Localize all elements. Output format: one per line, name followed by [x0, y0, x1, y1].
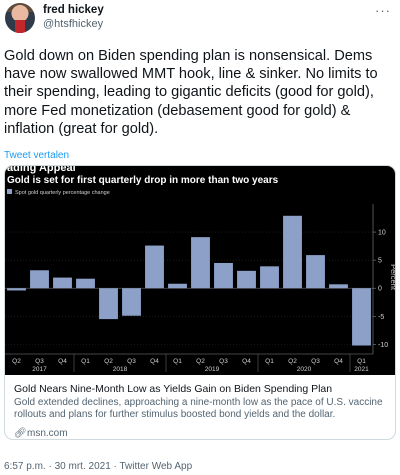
x-tick-label: Q1: [173, 358, 182, 365]
chart-bar: [283, 215, 302, 289]
meta-separator: ·: [48, 461, 52, 472]
y-tick-label: -10: [378, 342, 388, 349]
x-tick-label: Q4: [58, 358, 67, 365]
x-year-label: 2017: [32, 366, 47, 373]
chart-bar: [99, 288, 118, 320]
chart-title: Gold is set for first quarterly drop in …: [7, 175, 279, 186]
legend-label: Spot gold quarterly percentage change: [15, 190, 110, 196]
author-handle[interactable]: @htsfhickey: [43, 18, 104, 30]
tweet-source[interactable]: Twitter Web App: [119, 461, 193, 472]
x-tick-label: Q3: [35, 358, 44, 365]
x-tick-label: Q3: [219, 358, 228, 365]
chart-bar: [260, 266, 279, 289]
chart-bar: [145, 245, 164, 289]
y-tick-label: 0: [378, 286, 382, 293]
x-tick-label: Q1: [357, 358, 366, 365]
tweet-meta: 6:57 p.m. · 30 mrt. 2021 · Twitter Web A…: [4, 461, 192, 472]
x-year-label: 2018: [113, 366, 128, 373]
chart-bar: [306, 255, 325, 289]
chart-bar: [53, 277, 72, 289]
chart-bar: [168, 283, 187, 289]
chart-bar: [76, 278, 95, 289]
chart-bar: [237, 270, 256, 289]
x-tick-label: Q3: [311, 358, 320, 365]
chart-bar: [214, 262, 233, 289]
chart-bar: [122, 288, 141, 316]
card-title[interactable]: Gold Nears Nine-Month Low as Yields Gain…: [14, 383, 333, 395]
chart-bar: [30, 270, 49, 289]
x-year-label: 2019: [205, 366, 220, 373]
link-icon: 🔗︎: [14, 428, 27, 439]
x-tick-label: Q2: [12, 358, 21, 365]
translate-link[interactable]: Tweet vertalen: [4, 150, 70, 161]
more-options-icon[interactable]: ···: [375, 3, 391, 18]
x-tick-label: Q3: [127, 358, 136, 365]
y-tick-label: 5: [378, 258, 382, 265]
chart-cut-heading: ading Appeal: [7, 166, 76, 174]
x-tick-label: Q2: [104, 358, 113, 365]
x-tick-label: Q4: [150, 358, 159, 365]
card-description: Gold extended declines, approaching a ni…: [14, 397, 383, 421]
legend-swatch: [7, 189, 12, 194]
y-axis-label: Percent: [389, 264, 395, 291]
tweet-date[interactable]: 30 mrt. 2021: [54, 461, 111, 472]
x-year-label: 2021: [354, 366, 369, 373]
y-tick-label: 10: [378, 230, 386, 237]
card-chart-image: ading Appeal Gold is set for first quarte…: [5, 166, 395, 375]
x-tick-label: Q4: [334, 358, 343, 365]
chart-bar: [352, 288, 371, 346]
x-tick-label: Q1: [265, 358, 274, 365]
author-name[interactable]: fred hickey: [43, 4, 104, 16]
link-card[interactable]: ading Appeal Gold is set for first quarte…: [4, 165, 396, 440]
card-domain: 🔗︎msn.com: [14, 428, 68, 439]
y-tick-label: -5: [378, 314, 384, 321]
x-tick-label: Q2: [288, 358, 297, 365]
card-domain-text: msn.com: [27, 428, 68, 439]
meta-separator: ·: [113, 461, 117, 472]
x-year-label: 2020: [297, 366, 312, 373]
x-tick-label: Q1: [81, 358, 90, 365]
tweet-text: Gold down on Biden spending plan is nons…: [4, 48, 378, 137]
chart-bar: [329, 284, 348, 289]
x-tick-label: Q4: [242, 358, 251, 365]
avatar[interactable]: [5, 3, 35, 33]
chart-bar: [191, 237, 210, 289]
x-tick-label: Q2: [196, 358, 205, 365]
tweet-time[interactable]: 6:57 p.m.: [4, 461, 46, 472]
chart-bar: [7, 288, 26, 291]
